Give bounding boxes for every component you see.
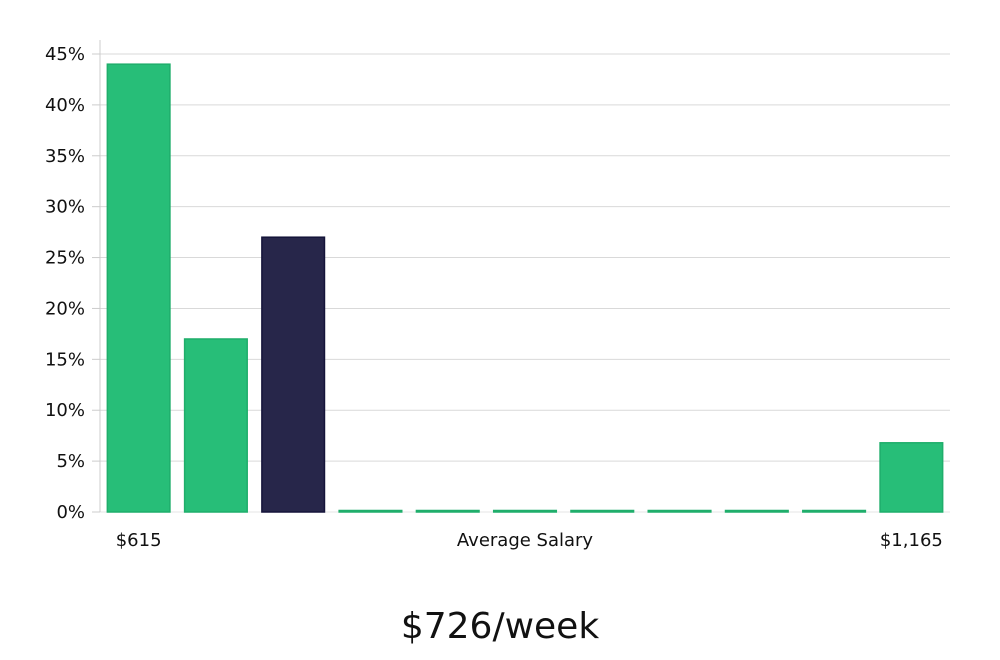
average-weekly-salary: $726/week [400,606,600,647]
y-tick-label: 10% [45,400,85,421]
y-tick-label: 45% [45,44,85,65]
salary-distribution-chart: 0% 5% 10% 15% 20% 25% 30% 35% 40% 45% $615 Averag… [45,40,950,551]
bar [570,509,635,513]
y-tick-label: 35% [45,146,85,167]
bar [492,509,558,513]
y-tick-label: 30% [45,197,85,218]
y-tick-label: 40% [45,95,85,116]
bar [802,509,867,513]
y-tick-label: 15% [45,349,85,370]
bars [106,63,944,513]
y-tick-label: 5% [56,451,85,472]
x-max-label: $1,165 [880,530,943,551]
bar [415,509,480,513]
y-tick-label: 0% [56,502,85,523]
bar [338,509,403,513]
y-tick-label: 20% [45,298,85,319]
y-axis-ticks: 0% 5% 10% 15% 20% 25% 30% 35% 40% 45% [45,44,100,523]
bar [724,509,789,513]
x-min-label: $615 [116,530,162,551]
y-tick-label: 25% [45,248,85,269]
bar [879,442,944,513]
bar [106,63,171,513]
bar-highlight [261,236,326,513]
bar [647,509,712,513]
bar [183,338,248,513]
x-axis-title: Average Salary [457,530,594,551]
